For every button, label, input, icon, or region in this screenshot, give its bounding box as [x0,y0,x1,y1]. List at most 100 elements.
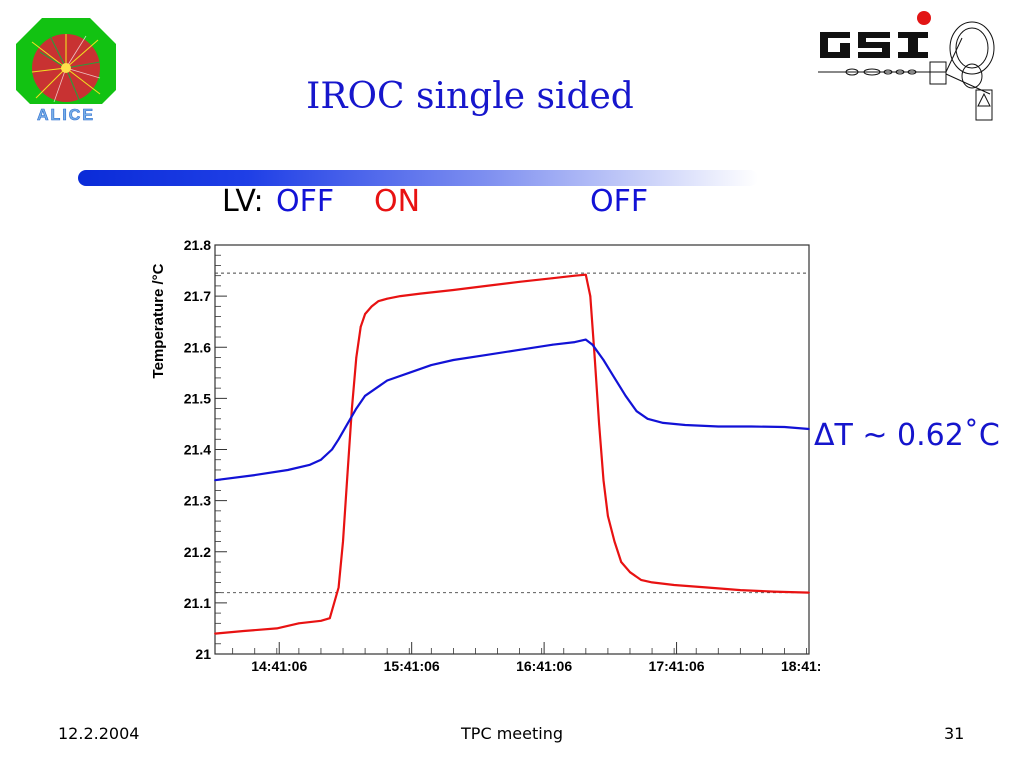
series-1-point [739,589,742,591]
series-1-point [328,617,331,620]
series-2-point [783,426,786,428]
series-2-point [602,359,605,361]
series-1-point [370,305,373,308]
series-2-point [624,394,627,397]
series-1-point [613,540,616,543]
series-1-point [602,479,605,482]
series-1-point [640,578,642,581]
series-2-point [346,423,349,425]
series-1-point [607,515,609,517]
x-tick-label: 14:41:06 [251,658,307,674]
series-2-point [375,387,378,390]
x-axis-ticks: 14:41:06 15:41:06 16:41:06 17:41:06 18:41:06 [232,642,820,674]
series-2-point [337,438,340,441]
lv-state-off-2: OFF [590,184,649,219]
series-1-point [551,277,554,280]
footer-date: 12.2.2004 [58,724,140,743]
series-2-point [518,348,521,351]
y-tick-label: 21.1 [184,595,211,611]
series-2-point [386,379,389,382]
series-2-point [286,469,289,471]
series-2-point [613,377,616,379]
series-1-point [808,591,810,594]
alice-logo-text: ALICE [37,107,95,124]
series-1-point [399,295,402,298]
series-2-point [717,425,720,428]
temperature-chart: 21 21.1 21.2 21.3 21.4 21.5 21.6 21.7 21.8 14:41… [150,237,820,674]
series-2-point [591,343,594,346]
delta-t-annotation: ΔT ~ 0.62˚C [814,418,1000,453]
series-2-point [551,343,554,346]
series-1-point [214,632,216,635]
alice-logo: ALICE [10,12,122,124]
y-tick-label: 21.5 [184,390,211,406]
lv-state-off-1: OFF [276,184,335,219]
series-1-point [518,280,521,283]
series-1-point [377,300,380,303]
series-2-point [584,338,587,341]
series-1-point [485,285,488,287]
series-2-point [355,407,358,410]
series-2-point [646,417,649,420]
series-1-point [589,295,592,298]
gsi-logo [812,8,1016,124]
series-2-point [485,354,488,356]
series-1-point [359,325,362,328]
series-2-point [684,424,687,426]
series-layer [214,273,810,635]
footer-page-number: 31 [944,724,965,743]
series-1-point [593,356,596,359]
y-tick-label: 21.4 [184,442,211,458]
series-2-point [364,394,367,397]
y-tick-label: 21.3 [184,493,211,509]
series-1-point [355,356,358,359]
series-1-point [350,407,353,410]
y-axis-ticks: 21 21.1 21.2 21.3 21.4 21.5 21.6 21.7 21.8 [184,237,227,662]
y-axis-label: Temperature /°C [150,263,167,378]
title-underline-bar [78,170,758,186]
y-tick-label: 21.6 [184,339,211,355]
series-2-point [253,474,256,476]
series-2-point [309,463,311,466]
y-tick-label: 21 [195,646,211,662]
footer-center: TPC meeting [461,724,563,743]
series-1-point [337,586,340,589]
x-tick-label: 17:41:06 [649,658,705,674]
series-1-point [598,423,600,425]
series-1-point [342,540,344,543]
series-1-point [629,571,631,574]
y-tick-label: 21.8 [184,237,211,253]
series-2-point [662,422,664,424]
series-1-point [242,630,245,632]
series-1-point [673,584,676,586]
series-2-point [320,458,322,461]
series-1-point [386,297,389,300]
series-1-point [297,622,300,625]
series-1-point [772,590,775,593]
series-1-point [573,274,576,277]
series-2-point [214,479,216,482]
series-2-point [808,428,810,430]
lv-state-on: ON [374,184,421,219]
x-tick-label: 16:41:06 [516,658,572,674]
series-1-point [706,586,709,589]
y-tick-label: 21.7 [184,288,211,304]
x-tick-label: 18:41:06 [781,658,820,674]
series-2-point [750,425,753,428]
series-1-point [651,581,653,584]
series-1-point [452,289,455,291]
series-1-point [620,561,623,563]
reference-lines [215,272,809,594]
series-1-point [346,474,349,476]
series-2-point [573,341,576,344]
series-2-point [430,364,433,367]
series-2-point [331,448,333,451]
series-2-point [452,359,455,361]
series-1-point [275,627,278,630]
x-tick-label: 15:41:06 [384,658,440,674]
series-1-point [584,273,587,276]
series-1-point [419,292,422,295]
series-2-point [635,410,638,413]
series-2-point [408,371,411,374]
y-tick-label: 21.2 [184,544,211,560]
